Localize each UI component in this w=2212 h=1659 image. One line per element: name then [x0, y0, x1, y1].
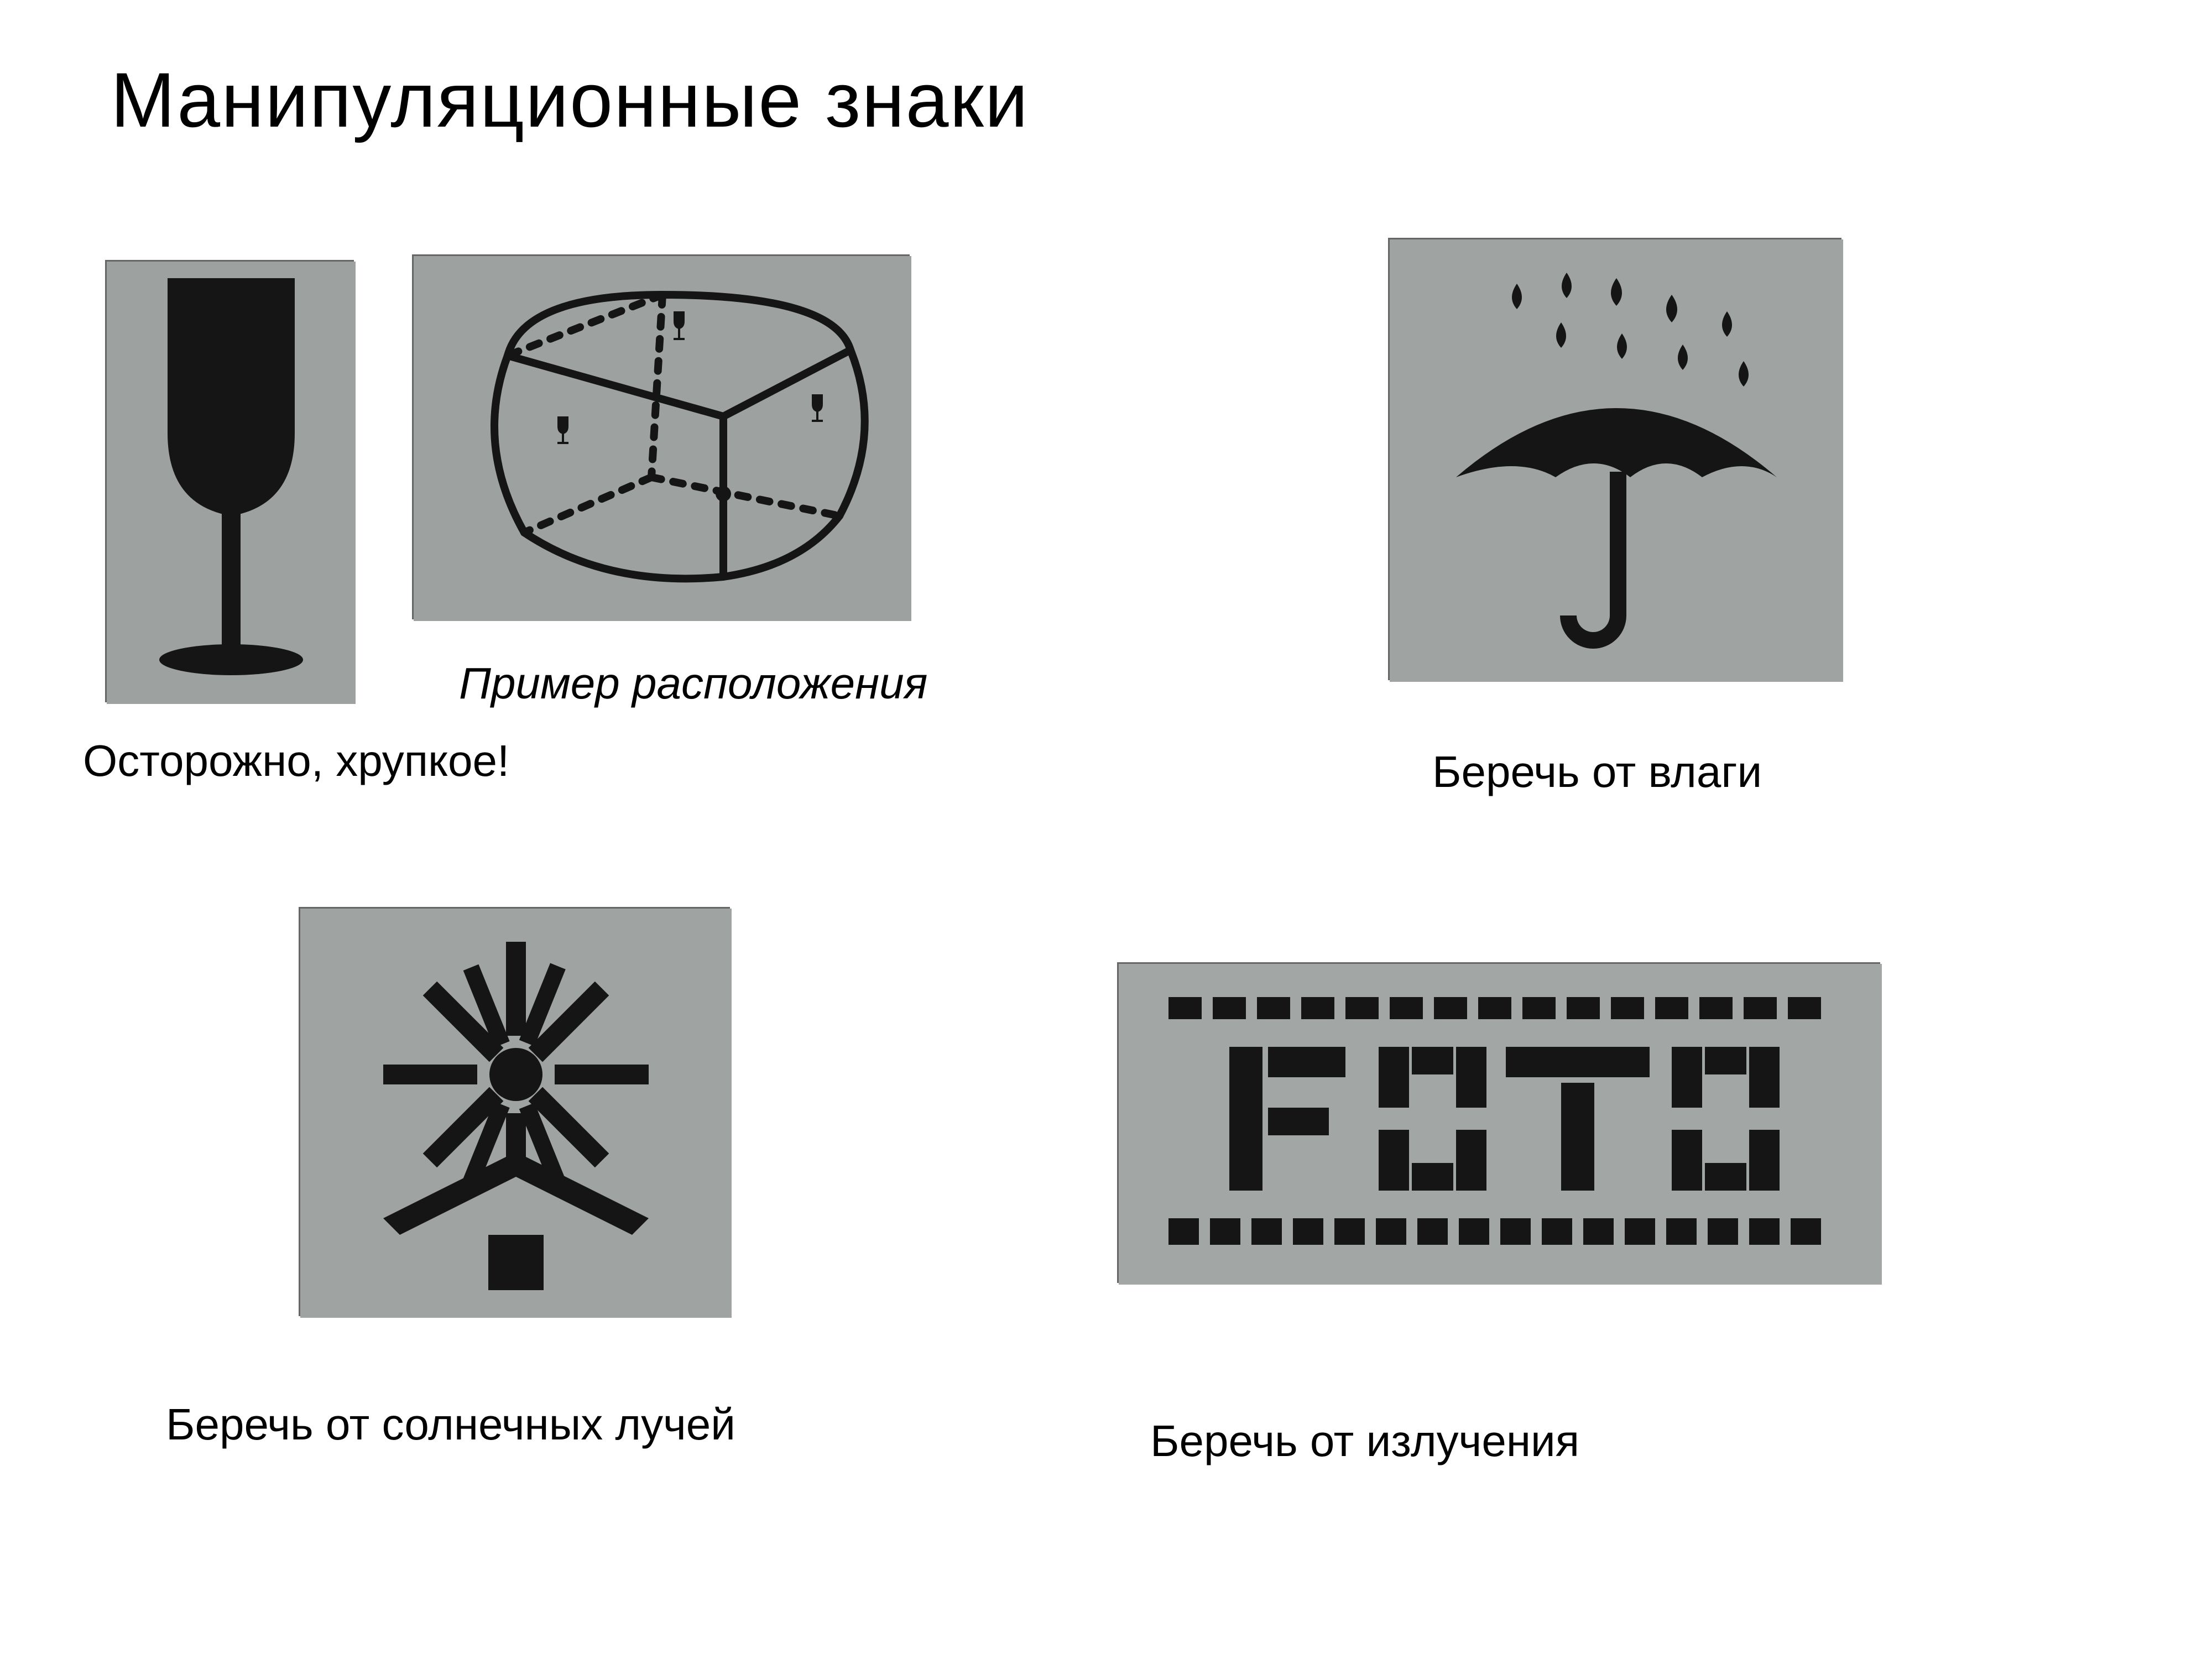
slide: Манипуляционные знаки Осторожно, хрупкое… — [0, 0, 2212, 1659]
radiation-caption: Беречь от излучения — [1150, 1416, 1579, 1467]
placement-caption: Пример расположения — [459, 658, 927, 709]
slide-title: Манипуляционные знаки — [111, 55, 1029, 145]
sunlight-caption: Беречь от солнечных лучей — [166, 1399, 735, 1450]
umbrella-icon — [1390, 239, 1843, 682]
sunlight-card — [299, 907, 730, 1316]
moisture-card — [1388, 238, 1841, 680]
placement-box-icon — [414, 256, 911, 621]
fragile-icon — [107, 262, 356, 704]
placement-card — [412, 254, 910, 619]
radiation-card — [1117, 962, 1880, 1283]
fragile-card — [105, 260, 354, 702]
moisture-caption: Беречь от влаги — [1432, 747, 1762, 797]
fragile-caption: Осторожно, хрупкое! — [83, 735, 509, 786]
sunlight-icon — [300, 909, 732, 1318]
foto-icon — [1119, 964, 1882, 1285]
